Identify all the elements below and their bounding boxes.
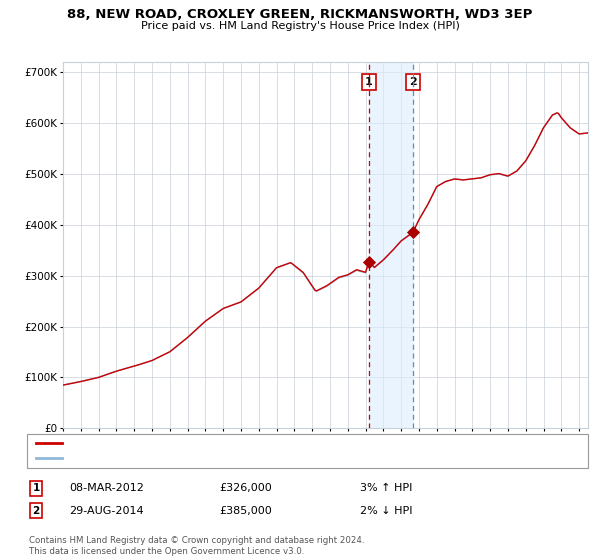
Text: Price paid vs. HM Land Registry's House Price Index (HPI): Price paid vs. HM Land Registry's House …	[140, 21, 460, 31]
Text: 2: 2	[32, 506, 40, 516]
Text: HPI: Average price, semi-detached house, Three Rivers: HPI: Average price, semi-detached house,…	[66, 454, 328, 463]
Text: 1: 1	[365, 77, 373, 87]
Point	[408, 228, 418, 237]
Point	[364, 258, 374, 267]
Text: Contains HM Land Registry data © Crown copyright and database right 2024.
This d: Contains HM Land Registry data © Crown c…	[29, 536, 364, 556]
Text: 2: 2	[409, 77, 417, 87]
Text: 3% ↑ HPI: 3% ↑ HPI	[360, 483, 412, 493]
Text: 1: 1	[32, 483, 40, 493]
Text: 08-MAR-2012: 08-MAR-2012	[69, 483, 144, 493]
Text: £385,000: £385,000	[219, 506, 272, 516]
Text: 2% ↓ HPI: 2% ↓ HPI	[360, 506, 413, 516]
Text: £326,000: £326,000	[219, 483, 272, 493]
Text: 29-AUG-2014: 29-AUG-2014	[69, 506, 143, 516]
Text: 88, NEW ROAD, CROXLEY GREEN, RICKMANSWORTH, WD3 3EP (semi-detached house): 88, NEW ROAD, CROXLEY GREEN, RICKMANSWOR…	[66, 439, 475, 448]
Bar	[369, 62, 413, 428]
Text: 88, NEW ROAD, CROXLEY GREEN, RICKMANSWORTH, WD3 3EP: 88, NEW ROAD, CROXLEY GREEN, RICKMANSWOR…	[67, 8, 533, 21]
